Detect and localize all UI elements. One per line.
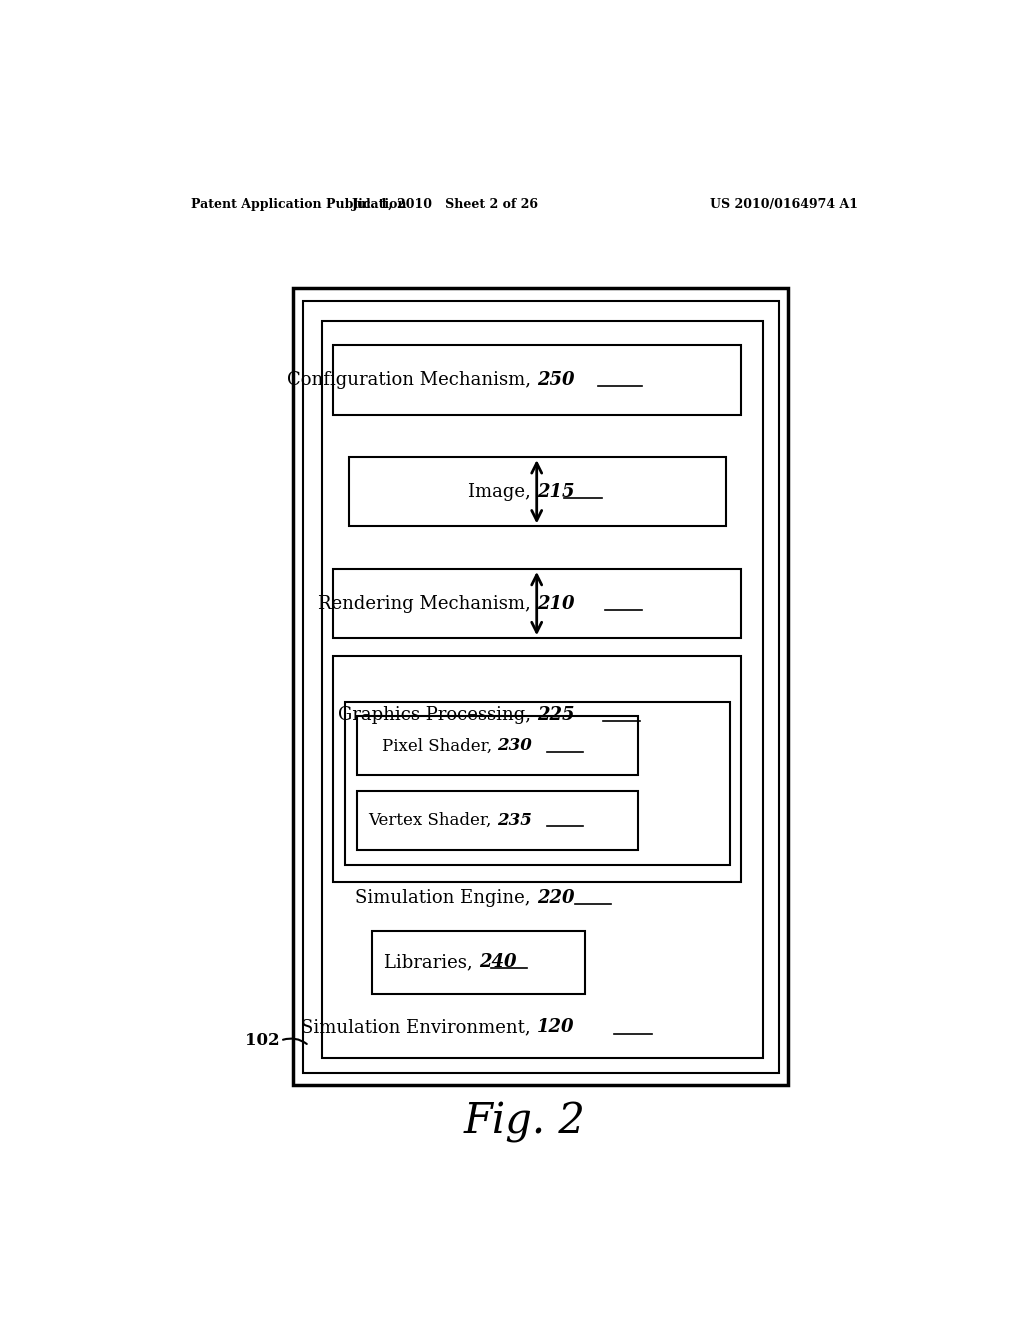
Text: Simulation Environment,: Simulation Environment, <box>301 1019 537 1036</box>
Text: 102: 102 <box>246 1032 281 1049</box>
Text: Patent Application Publication: Patent Application Publication <box>191 198 407 211</box>
Text: 220: 220 <box>537 890 574 907</box>
Text: Libraries,: Libraries, <box>384 953 479 972</box>
Text: 225: 225 <box>537 706 574 725</box>
Text: 240: 240 <box>479 953 516 972</box>
FancyBboxPatch shape <box>345 702 729 865</box>
Text: Jul. 1, 2010   Sheet 2 of 26: Jul. 1, 2010 Sheet 2 of 26 <box>352 198 539 211</box>
FancyBboxPatch shape <box>333 656 741 882</box>
FancyBboxPatch shape <box>373 931 585 994</box>
Text: 250: 250 <box>537 371 574 389</box>
Text: 210: 210 <box>537 594 574 612</box>
Text: 120: 120 <box>537 1019 574 1036</box>
FancyBboxPatch shape <box>348 457 726 527</box>
Text: Vertex Shader,: Vertex Shader, <box>369 812 497 829</box>
Text: US 2010/0164974 A1: US 2010/0164974 A1 <box>710 198 858 211</box>
Text: Simulation Engine,: Simulation Engine, <box>355 890 537 907</box>
FancyBboxPatch shape <box>293 289 788 1085</box>
Text: Image,: Image, <box>468 483 537 500</box>
Text: Graphics Processing,: Graphics Processing, <box>338 706 537 725</box>
FancyBboxPatch shape <box>356 717 638 775</box>
FancyBboxPatch shape <box>323 321 763 1057</box>
FancyBboxPatch shape <box>333 346 741 414</box>
Text: Pixel Shader,: Pixel Shader, <box>382 738 497 754</box>
Text: 235: 235 <box>497 812 531 829</box>
FancyBboxPatch shape <box>303 301 778 1073</box>
Text: 215: 215 <box>537 483 574 500</box>
Text: Fig. 2: Fig. 2 <box>464 1101 586 1143</box>
FancyBboxPatch shape <box>333 569 741 638</box>
FancyBboxPatch shape <box>356 791 638 850</box>
Text: Rendering Mechanism,: Rendering Mechanism, <box>318 594 537 612</box>
Text: 230: 230 <box>497 738 531 754</box>
Text: Configuration Mechanism,: Configuration Mechanism, <box>287 371 537 389</box>
